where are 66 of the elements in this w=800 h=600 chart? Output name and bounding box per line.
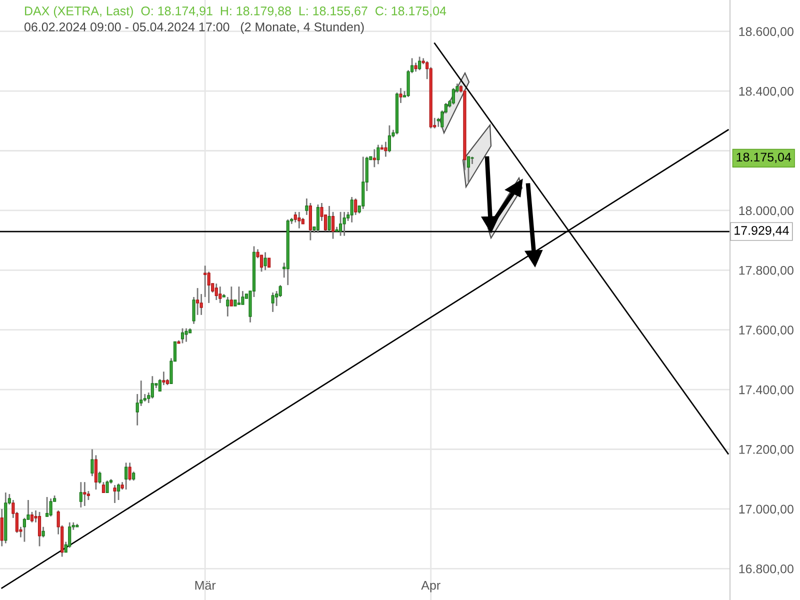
candlestick [226, 296, 230, 318]
candlestick [362, 156, 365, 210]
y-tick-label: 18.600,00 [739, 27, 794, 38]
candlestick [196, 287, 200, 316]
candlestick [316, 204, 320, 234]
candlestick [116, 482, 120, 501]
candlestick [113, 484, 116, 504]
candlestick [22, 517, 26, 542]
ref-line-label: 17.929,44 [734, 226, 789, 236]
candlestick [150, 375, 154, 400]
y-tick-label: 16.800,00 [739, 564, 794, 575]
y-tick-label: 18.000,00 [739, 206, 794, 217]
candlestick [328, 205, 331, 232]
candlestick [218, 286, 222, 304]
y-tick-label: 17.200,00 [739, 445, 794, 456]
candlestick [184, 328, 188, 342]
candlestick [376, 144, 380, 165]
candlestick [124, 462, 128, 490]
candlestick [298, 211, 301, 230]
candlestick [204, 264, 207, 298]
candlestick [128, 462, 132, 482]
candlestick [354, 198, 358, 216]
candlestick [30, 511, 34, 524]
candlestick [106, 480, 109, 494]
candlestick [162, 370, 166, 386]
candlestick [68, 522, 72, 548]
candlestick [42, 526, 45, 538]
x-tick-label: Mär [195, 581, 216, 590]
x-tick-label: Apr [421, 581, 440, 592]
chart-title: DAX (XETRA, Last) O: 18.174,91 H: 18.179,88 L: 18.155,67 C: 18.175,04 [25, 6, 446, 18]
candlestick [342, 211, 346, 237]
candlestick [214, 282, 218, 301]
candlestick [372, 148, 376, 168]
candlestick [305, 198, 308, 216]
candlestick [38, 511, 42, 547]
candlestick [49, 498, 52, 518]
candlestick [45, 496, 49, 518]
candlestick [470, 156, 474, 165]
candlestick [180, 328, 184, 344]
text: 18.175,04 [736, 152, 792, 164]
candlestick [452, 87, 455, 106]
candlestick [384, 141, 388, 158]
candlestick [90, 448, 94, 477]
candlestick [102, 481, 106, 494]
candlestick [388, 124, 392, 153]
y-tick-label: 17.600,00 [739, 326, 794, 336]
candlestick [83, 481, 86, 507]
candlestick [338, 211, 342, 237]
y-tick-label: 17.400,00 [739, 385, 794, 396]
y-tick-label: 17.800,00 [739, 266, 794, 276]
candlestick [271, 292, 274, 313]
candlestick [0, 508, 4, 547]
y-tick-label: 17.000,00 [739, 504, 794, 516]
candlestick [79, 481, 82, 508]
text: 06.02.2024 09:00 - 05.04.2024 17:00 (2 Monate, 4 Stunden) [24, 22, 364, 34]
candlestick [230, 286, 233, 307]
candlestick [237, 286, 240, 306]
y-tick-label: 18.400,00 [739, 86, 794, 98]
candlestick [399, 87, 402, 104]
candlestick [308, 202, 312, 241]
candlestick [350, 196, 354, 224]
candlestick [264, 252, 267, 271]
candlestick [98, 470, 102, 484]
candlestick [200, 293, 203, 316]
candlestick [241, 290, 244, 306]
candlestick [418, 56, 422, 71]
